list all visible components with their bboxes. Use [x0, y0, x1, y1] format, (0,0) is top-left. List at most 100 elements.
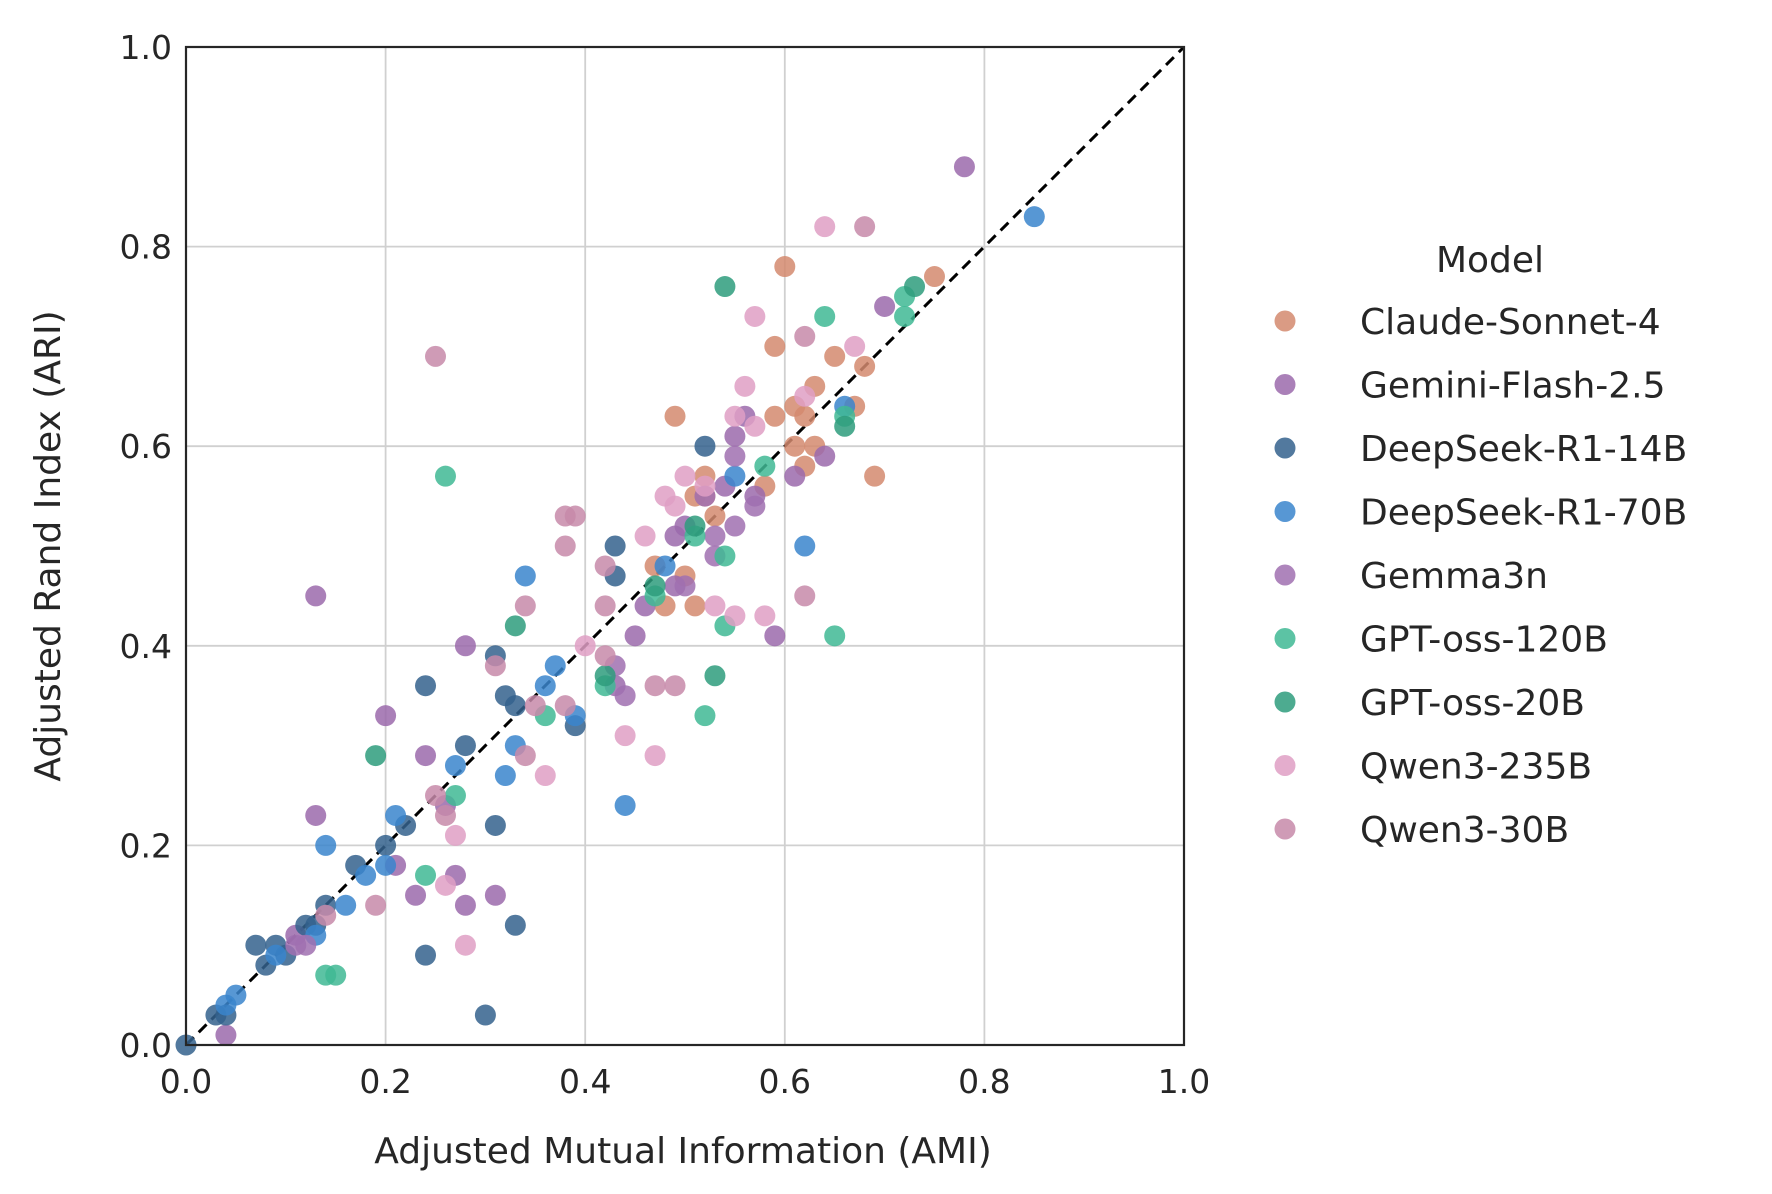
scatter-point [704, 525, 726, 547]
scatter-point [784, 465, 806, 487]
scatter-point [724, 515, 746, 537]
legend-title: Model [1436, 240, 1544, 281]
scatter-point [724, 605, 746, 627]
y-tick-labels: 0.0 0.2 0.4 0.6 0.8 1.0 [120, 28, 172, 1065]
scatter-point [544, 655, 566, 677]
scatter-point [564, 505, 586, 527]
scatter-point [634, 525, 656, 547]
scatter-point [375, 834, 397, 856]
scatter-point [325, 964, 347, 986]
scatter-point [754, 605, 776, 627]
x-tick-label: 0.0 [160, 1062, 212, 1101]
scatter-point [355, 864, 377, 886]
scatter-point [415, 675, 437, 697]
scatter-point [854, 216, 876, 238]
data-points [175, 156, 1045, 1056]
scatter-point [494, 765, 516, 787]
scatter-point [794, 585, 816, 607]
scatter-point [425, 345, 446, 367]
scatter-point [664, 405, 686, 427]
scatter-point [694, 435, 716, 457]
scatter-point [534, 765, 556, 787]
scatter-point [534, 675, 556, 697]
legend-marker [1274, 818, 1296, 840]
scatter-point [704, 505, 726, 527]
x-tick-label: 1.0 [1158, 1062, 1210, 1101]
scatter-point [674, 465, 696, 487]
scatter-point [415, 864, 437, 886]
scatter-point [764, 405, 786, 427]
scatter-point [514, 595, 536, 617]
scatter-point [724, 405, 746, 427]
scatter-point [704, 595, 726, 617]
scatter-point [894, 305, 916, 327]
scatter-point [504, 914, 526, 936]
scatter-point [1023, 206, 1045, 228]
y-axis-label: Adjusted Rand Index (ARI) [28, 310, 69, 781]
scatter-point [644, 675, 666, 697]
scatter-point [594, 555, 616, 577]
x-axis-label: Adjusted Mutual Information (AMI) [374, 1131, 992, 1172]
scatter-point [434, 804, 456, 826]
series-claude-sonnet-4 [644, 256, 945, 617]
scatter-point [524, 695, 546, 717]
scatter-point [953, 156, 975, 178]
scatter-point [454, 635, 476, 657]
scatter-point [664, 675, 686, 697]
legend-marker [1274, 755, 1296, 776]
legend-marker [1274, 628, 1296, 649]
scatter-point [794, 385, 816, 407]
scatter-point [724, 445, 746, 467]
y-tick-label: 0.2 [120, 826, 172, 865]
scatter-point [215, 994, 237, 1016]
x-tick-label: 0.4 [559, 1062, 611, 1101]
scatter-point [514, 745, 536, 767]
scatter-point [385, 804, 407, 826]
scatter-point [754, 455, 776, 477]
scatter-point [554, 695, 576, 717]
scatter-point [295, 934, 317, 956]
scatter-point [614, 794, 636, 816]
y-tick-label: 0.0 [120, 1026, 172, 1065]
scatter-point [604, 535, 626, 557]
scatter-point [824, 345, 846, 367]
scatter-point [444, 755, 466, 777]
scatter-point [594, 645, 616, 667]
scatter-point [734, 375, 756, 397]
scatter-point [664, 495, 686, 517]
scatter-point [814, 216, 836, 238]
scatter-point [774, 256, 796, 278]
scatter-point [744, 415, 766, 437]
scatter-point [454, 735, 476, 757]
x-tick-label: 0.6 [759, 1062, 811, 1101]
scatter-point [594, 665, 616, 687]
scatter-point [794, 325, 816, 347]
scatter-point [614, 685, 636, 707]
scatter-point [724, 465, 746, 487]
scatter-point [484, 655, 506, 677]
scatter-point [454, 894, 476, 916]
legend-marker [1274, 310, 1296, 332]
series-gpt-oss-20b [365, 276, 926, 767]
legend-label: Qwen3-235B [1360, 747, 1592, 788]
scatter-point [484, 814, 506, 836]
scatter-point [375, 854, 397, 876]
scatter-point [415, 944, 437, 966]
legend-marker [1274, 374, 1296, 395]
series-qwen3-235b [434, 216, 866, 956]
y-tick-label: 0.8 [120, 228, 172, 267]
scatter-point [814, 305, 836, 327]
scatter-point [574, 635, 596, 657]
scatter-point [245, 934, 267, 956]
x-tick-label: 0.2 [359, 1062, 411, 1101]
reference-line-group [184, 45, 1186, 1047]
scatter-point [484, 884, 506, 906]
scatter-point [454, 934, 476, 956]
series-deepseek-r1-70b [215, 206, 1045, 1016]
scatter-point [814, 445, 836, 467]
legend-marker [1274, 691, 1296, 713]
legend-marker [1274, 437, 1296, 459]
scatter-point [704, 665, 726, 687]
scatter-point [434, 874, 456, 896]
